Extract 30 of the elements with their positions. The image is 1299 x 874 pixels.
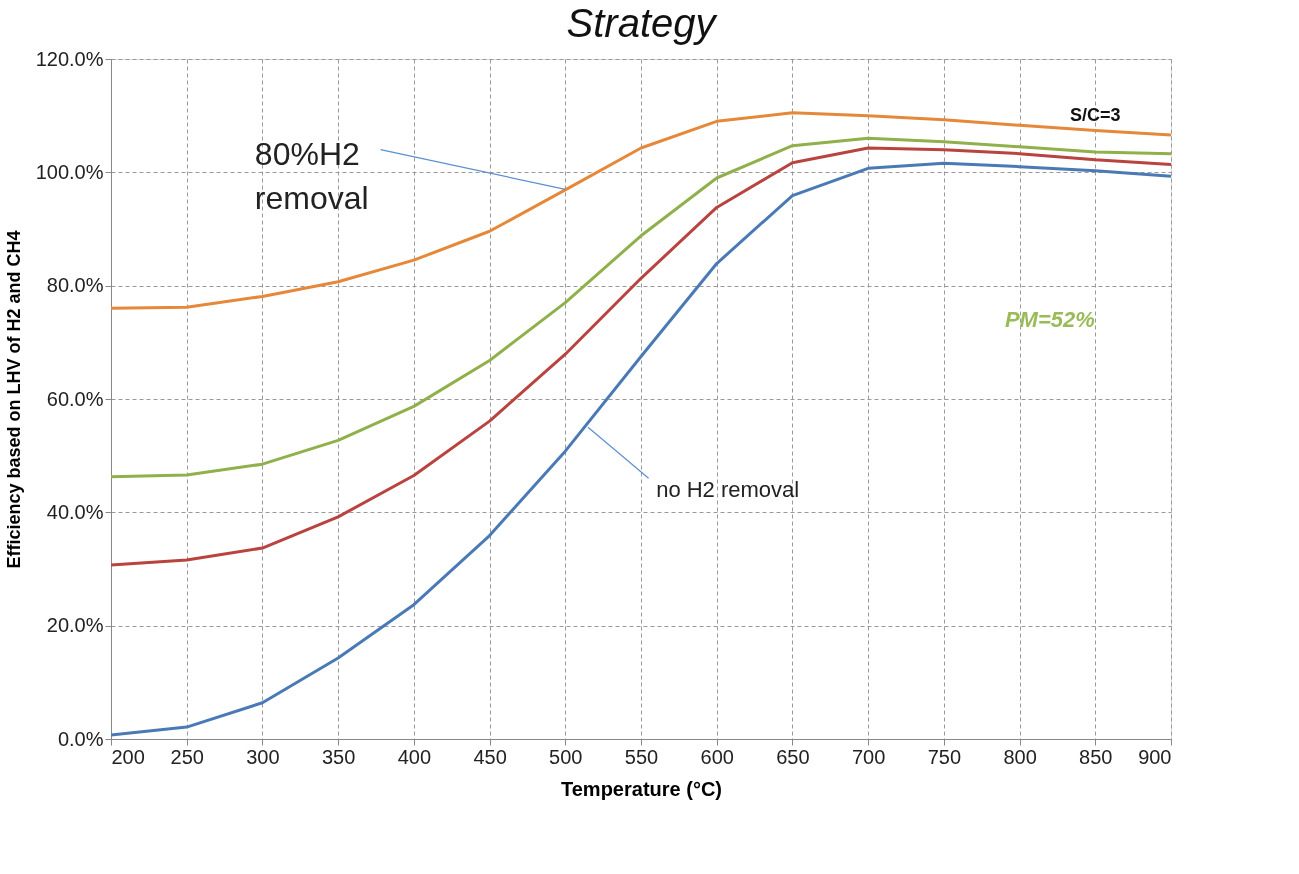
line-series: [111, 136, 1171, 479]
x-tick-label: 350: [321, 745, 356, 768]
x-tick-label: 750: [927, 745, 962, 768]
x-tick-label: 400: [397, 745, 432, 768]
chart-title: Strategy: [566, 1, 719, 45]
annotation: PM=52%: [1004, 306, 1095, 332]
x-tick-label: 850: [1079, 745, 1113, 768]
y-axis-title: Efficiency based on LHV of H2 and CH4: [3, 230, 24, 569]
x-tick-label: 500: [549, 745, 583, 768]
y-tick-label: 80.0%: [46, 274, 104, 297]
x-tick-label: 550: [624, 745, 659, 768]
x-tick-label: 250: [170, 745, 204, 768]
y-tick-label: 0.0%: [57, 727, 104, 750]
x-tick-label: 450: [473, 745, 507, 768]
y-tick-label: 40.0%: [46, 500, 104, 523]
x-tick-label: 650: [776, 745, 810, 768]
y-tick-label: 100.0%: [35, 160, 104, 183]
x-tick-label: 200: [111, 745, 145, 768]
y-tick-label: 120.0%: [35, 47, 104, 70]
x-tick-label: 800: [1003, 745, 1037, 768]
annotation: 80%H2 removal: [254, 136, 369, 217]
x-tick-label: 700: [851, 745, 886, 768]
x-tick-label: 300: [246, 745, 280, 768]
x-axis-title: Temperature (°C): [561, 777, 722, 800]
x-tick-label: 900: [1138, 745, 1172, 768]
annotation: no H2 removal: [656, 476, 800, 502]
y-tick-label: 20.0%: [46, 614, 104, 637]
y-tick-label: 60.0%: [46, 387, 104, 410]
x-tick-label: 600: [700, 745, 734, 768]
annotation: S/C=3: [1070, 104, 1121, 125]
